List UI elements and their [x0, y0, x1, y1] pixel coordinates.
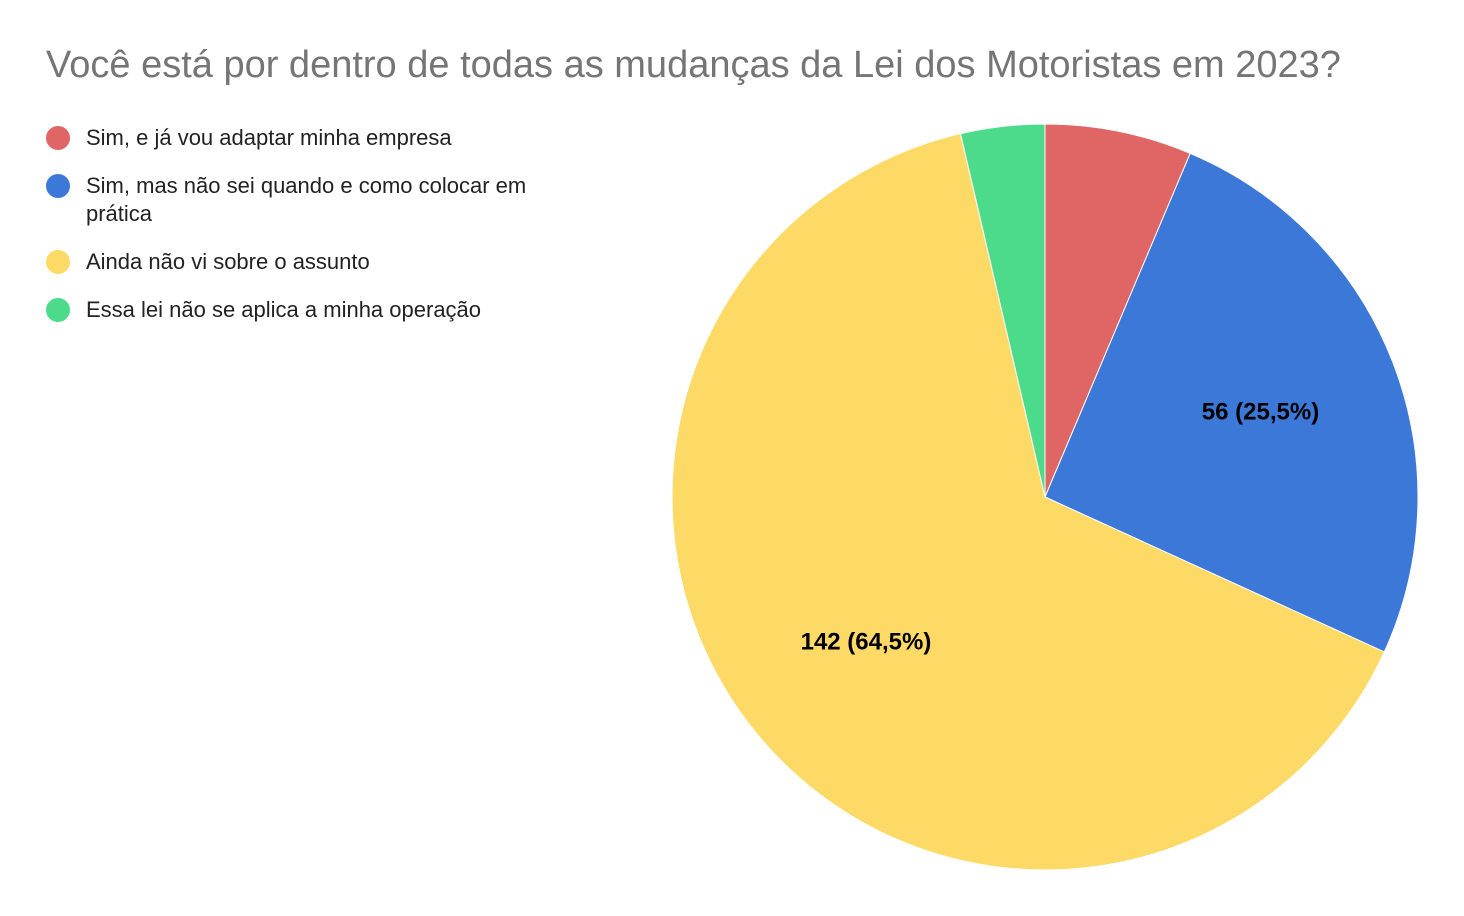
legend-label: Sim, mas não sei quando e como colocar e…	[86, 173, 527, 226]
legend-swatch	[46, 126, 70, 150]
legend-swatch	[46, 174, 70, 198]
pie-slice-nao-se-aplica[interactable]	[959, 123, 1046, 498]
legend-item-nao-se-aplica[interactable]: Essa lei não se aplica a minha operação	[46, 296, 606, 324]
pie-slice-labels: 56 (25,5%) 142 (64,5%)	[801, 398, 1320, 655]
chart-legend: Sim, e já vou adaptar minha empresa Sim,…	[46, 124, 606, 344]
pie-slice-sim-adaptar[interactable]	[1044, 123, 1191, 498]
pie-slices	[671, 123, 1419, 871]
legend-item-ainda-nao-vi[interactable]: Ainda não vi sobre o assunto	[46, 248, 606, 276]
chart-title: Você está por dentro de todas as mudança…	[46, 44, 1341, 86]
legend-label: Sim, e já vou adaptar minha empresa	[86, 125, 452, 150]
pie-slice-sim-nao-sei[interactable]	[1044, 152, 1419, 653]
legend-label: Essa lei não se aplica a minha operação	[86, 297, 482, 322]
legend-item-sim-adaptar[interactable]: Sim, e já vou adaptar minha empresa	[46, 124, 606, 152]
legend-item-sim-nao-sei[interactable]: Sim, mas não sei quando e como colocar e…	[46, 172, 606, 228]
legend-swatch	[46, 250, 70, 274]
pie-slice-ainda-nao-vi[interactable]	[671, 133, 1385, 871]
legend-label: Ainda não vi sobre o assunto	[86, 249, 370, 274]
legend-swatch	[46, 298, 70, 322]
pie-data-label: 56 (25,5%)	[1202, 398, 1319, 425]
pie-data-label: 142 (64,5%)	[801, 629, 932, 656]
